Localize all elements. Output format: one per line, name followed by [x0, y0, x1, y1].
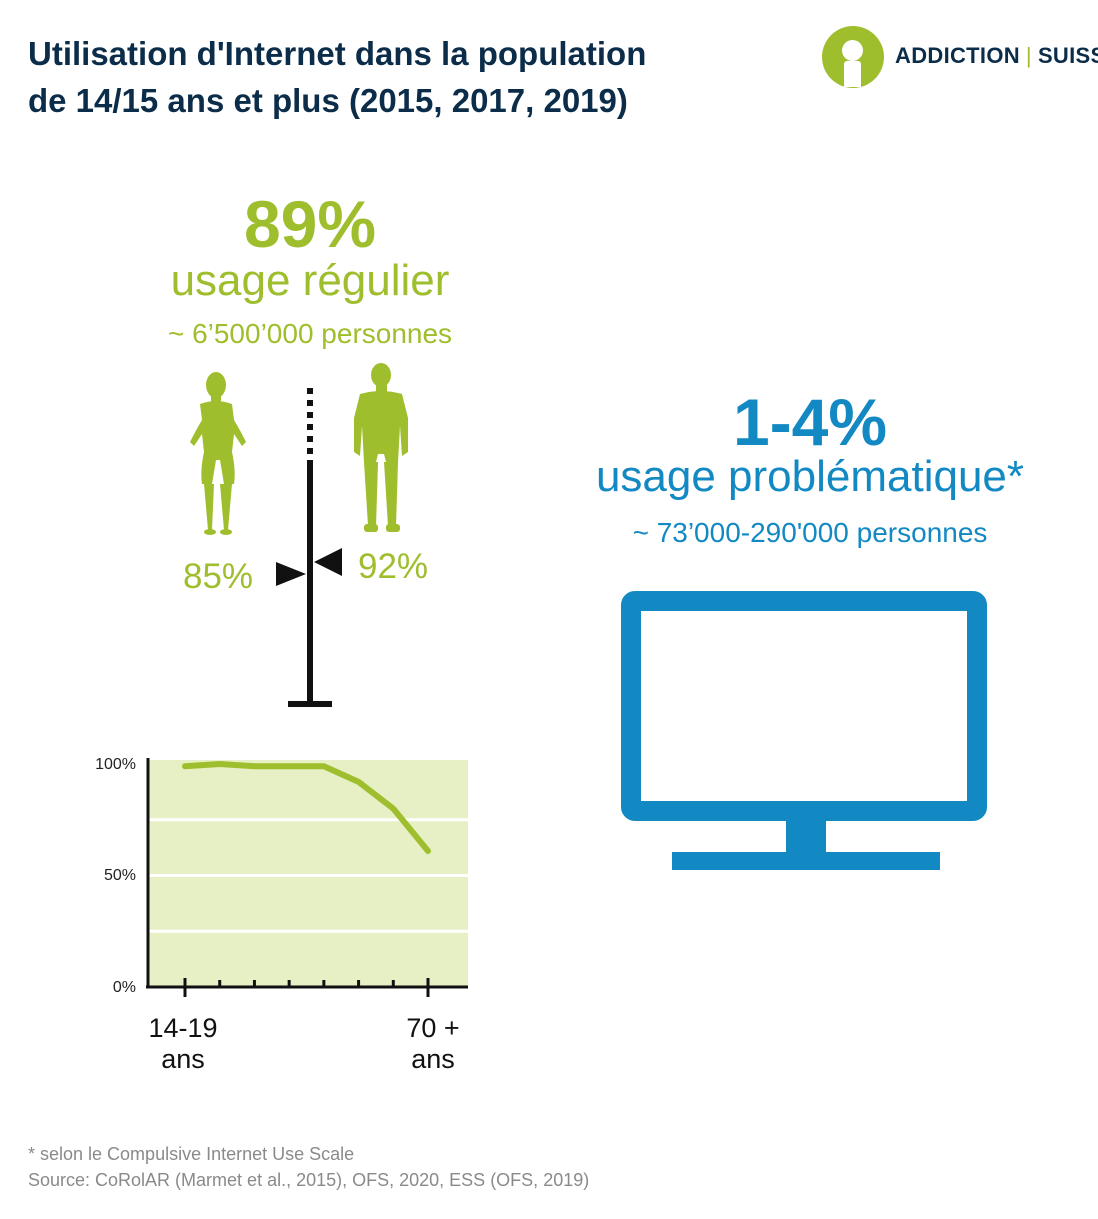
logo-separator: | — [1025, 43, 1032, 68]
series-points — [183, 762, 430, 853]
logo-brand-left: ADDICTION — [895, 43, 1020, 68]
x-tick-label-last-line1: 70 + — [406, 1013, 460, 1043]
data-point — [391, 807, 395, 811]
x-ticks — [183, 978, 430, 997]
gender-scale-graphic — [190, 363, 408, 707]
title-line-2: de 14/15 ans et plus (2015, 2017, 2019) — [28, 82, 628, 119]
data-point — [287, 764, 291, 768]
age-line-chart — [146, 758, 468, 997]
data-point — [426, 849, 430, 853]
monitor-neck — [786, 818, 826, 854]
gridlines — [148, 818, 468, 933]
x-tick-label-last-line2: ans — [411, 1044, 455, 1074]
problematic-use-percent: 1-4% — [732, 385, 888, 459]
problematic-use-label: usage problématique* — [595, 452, 1025, 501]
data-point — [252, 764, 256, 768]
y-tick-label-50: 50% — [103, 867, 136, 884]
monitor-icon-shape — [621, 591, 987, 870]
x-tick-label-first: 14-19 ans — [123, 1013, 243, 1075]
addiction-suisse-logo: ADDICTION|SUISSE — [822, 26, 1098, 88]
plot-background — [148, 760, 468, 986]
man-silhouette-icon — [354, 363, 408, 532]
data-point — [322, 764, 326, 768]
men-percent: 92% — [358, 547, 429, 586]
problematic-use-people: ~ 73’000-290'000 personnes — [632, 517, 988, 548]
monitor-stand — [672, 852, 940, 870]
logo-wordmark: ADDICTION|SUISSE — [895, 43, 1098, 69]
person-info-icon — [822, 26, 884, 88]
woman-silhouette-icon — [190, 372, 246, 535]
regular-use-percent: 89% — [243, 187, 377, 261]
y-tick-label-100: 100% — [95, 756, 136, 773]
x-tick-label-first-line2: ans — [161, 1044, 205, 1074]
logo-brand-right: SUISSE — [1037, 43, 1098, 68]
x-tick-label-first-line1: 14-19 — [148, 1013, 218, 1043]
data-point — [183, 764, 187, 768]
men-marker — [314, 548, 342, 576]
y-tick-label-0: 0% — [112, 979, 136, 996]
data-point — [218, 762, 222, 766]
data-point — [357, 780, 361, 784]
women-marker — [276, 562, 306, 586]
x-tick-label-last: 70 + ans — [373, 1013, 493, 1075]
regular-use-label: usage régulier — [170, 256, 450, 305]
footnote-source: Source: CoRolAR (Marmet et al., 2015), O… — [28, 1170, 590, 1190]
title-line-1: Utilisation d'Internet dans la populatio… — [28, 35, 647, 72]
series-line-internet-use — [182, 761, 431, 854]
footnote-scale: * selon le Compulsive Internet Use Scale — [28, 1144, 355, 1164]
monitor-screen-frame — [621, 591, 987, 821]
women-percent: 85% — [183, 557, 254, 596]
regular-use-people: ~ 6’500’000 personnes — [167, 318, 453, 349]
page-title: Utilisation d'Internet dans la populatio… — [28, 30, 808, 124]
